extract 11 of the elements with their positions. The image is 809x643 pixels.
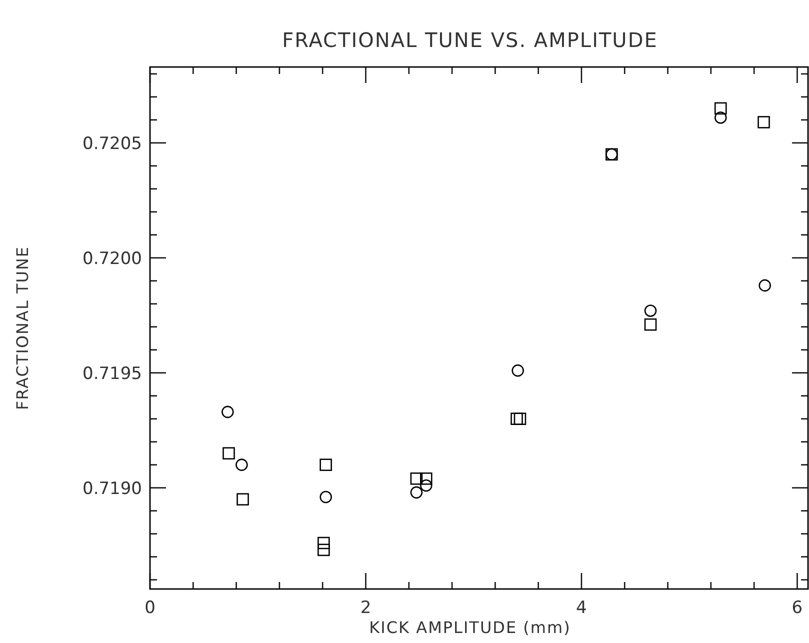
y-tick-label: 0.7205 — [82, 134, 142, 154]
y-tick-label: 0.7200 — [82, 248, 142, 269]
y-axis-title: FRACTIONAL TUNE — [13, 246, 32, 410]
y-tick-label: 0.7195 — [82, 364, 142, 384]
x-tick-label: 0 — [144, 598, 156, 618]
y-tick-label: 0.7190 — [82, 478, 142, 499]
x-axis-title: KICK AMPLITUDE (mm) — [369, 618, 571, 637]
x-tick-label: 4 — [576, 598, 587, 618]
x-tick-label: 2 — [360, 598, 372, 618]
chart-title: FRACTIONAL TUNE VS. AMPLITUDE — [282, 28, 658, 52]
x-tick-label: 6 — [792, 598, 803, 618]
